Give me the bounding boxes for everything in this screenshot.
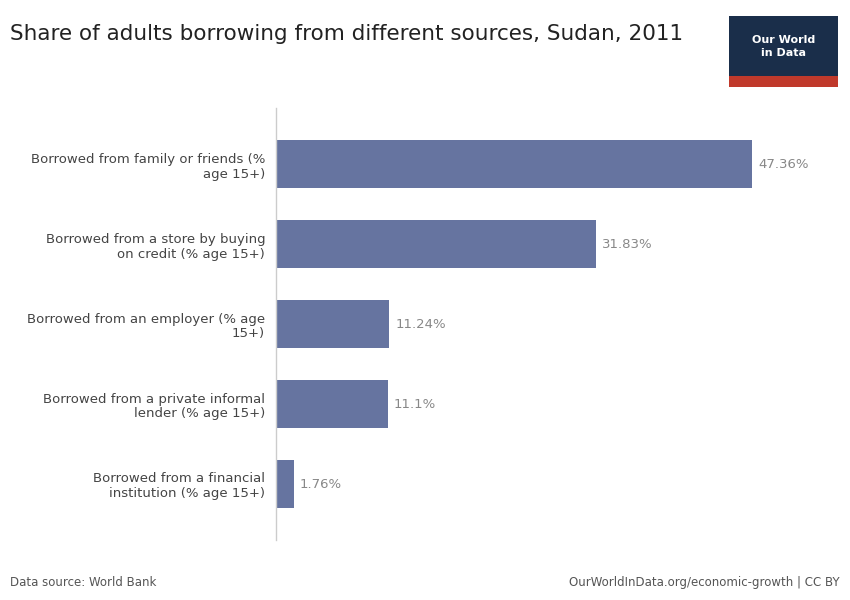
Bar <box>276 460 294 508</box>
Bar <box>276 300 389 348</box>
Text: Data source: World Bank: Data source: World Bank <box>10 576 156 589</box>
Text: 11.24%: 11.24% <box>395 317 446 331</box>
Text: OurWorldInData.org/economic-growth | CC BY: OurWorldInData.org/economic-growth | CC … <box>570 576 840 589</box>
Text: 11.1%: 11.1% <box>394 397 436 410</box>
Text: Share of adults borrowing from different sources, Sudan, 2011: Share of adults borrowing from different… <box>10 24 683 44</box>
Bar <box>276 220 596 268</box>
Text: 1.76%: 1.76% <box>300 478 342 491</box>
Text: Our World
in Data: Our World in Data <box>752 35 815 58</box>
Bar <box>276 140 752 188</box>
Text: 47.36%: 47.36% <box>758 158 809 170</box>
Bar <box>276 380 388 428</box>
Text: 31.83%: 31.83% <box>603 238 653 251</box>
